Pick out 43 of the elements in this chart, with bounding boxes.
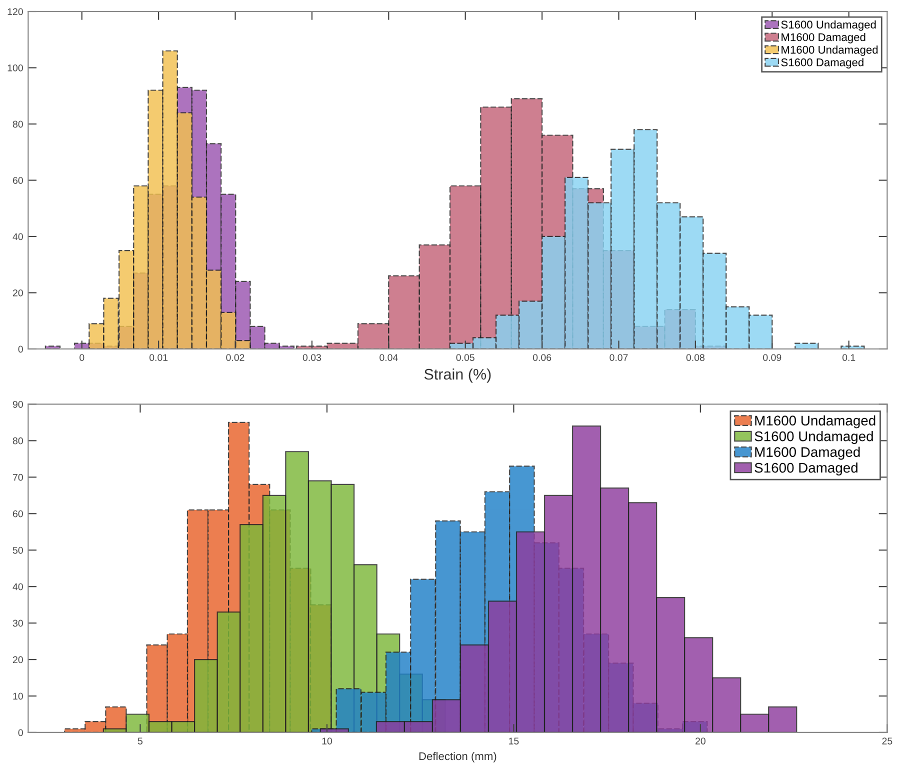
y-tick-label: 0	[18, 729, 23, 736]
y-tick-label: 60	[13, 510, 23, 518]
x-tick-label: 0.04	[380, 354, 398, 361]
x-tick-label: 0.03	[302, 354, 321, 361]
y-tick-label: 50	[12, 546, 23, 554]
x-tick-label: 0.01	[149, 354, 168, 361]
y-tick-label: 30	[12, 620, 23, 627]
y-tick-label: 80	[12, 120, 23, 128]
y-tick-label: 40	[12, 233, 23, 240]
legend-label: M1600 Damaged	[782, 32, 866, 44]
y-tick-label: 20	[12, 656, 23, 664]
x-tick-label: 15	[509, 738, 519, 744]
y-tick-label: 100	[8, 64, 23, 72]
x-tick-label: 0.02	[226, 354, 244, 361]
legend-label: M1600 Undamaged	[755, 415, 876, 428]
y-tick-label: 20	[12, 289, 23, 296]
x-tick-label: 10	[322, 738, 332, 744]
legend-label: S1600 Damaged	[754, 462, 858, 476]
y-tick-label: 70	[13, 474, 23, 481]
x-tick-label: 5	[138, 738, 143, 744]
y-tick-label: 10	[13, 692, 23, 700]
y-tick-label: 0	[18, 346, 23, 353]
legend-label: S1600 Damaged	[781, 58, 864, 68]
x-tick-label: 0.05	[456, 354, 474, 361]
x-tick-label: 0.07	[610, 354, 628, 361]
x-axis-title: Deflection (mm)	[419, 752, 496, 762]
x-tick-label: 20	[696, 738, 706, 744]
y-tick-label: 90	[12, 400, 23, 408]
y-tick-label: 80	[12, 437, 23, 444]
x-axis-title: Strain (%)	[424, 368, 491, 383]
x-tick-label: 25	[882, 738, 892, 744]
legend-label: M1600 Damaged	[755, 446, 860, 460]
x-tick-label: 0.1	[842, 354, 856, 361]
x-tick-label: 0.09	[763, 354, 782, 361]
legend-label: M1600 Undamaged	[782, 46, 878, 56]
x-tick-label: 0.08	[686, 354, 704, 361]
y-tick-label: 40	[12, 583, 23, 590]
x-tick-label: 0.06	[532, 354, 552, 361]
y-tick-label: 120	[8, 8, 23, 16]
y-tick-label: 60	[13, 176, 23, 184]
legend-label: S1600 Undamaged	[781, 20, 876, 31]
x-tick-label: 0	[80, 354, 84, 361]
legend-label: S1600 Undamaged	[754, 431, 873, 444]
